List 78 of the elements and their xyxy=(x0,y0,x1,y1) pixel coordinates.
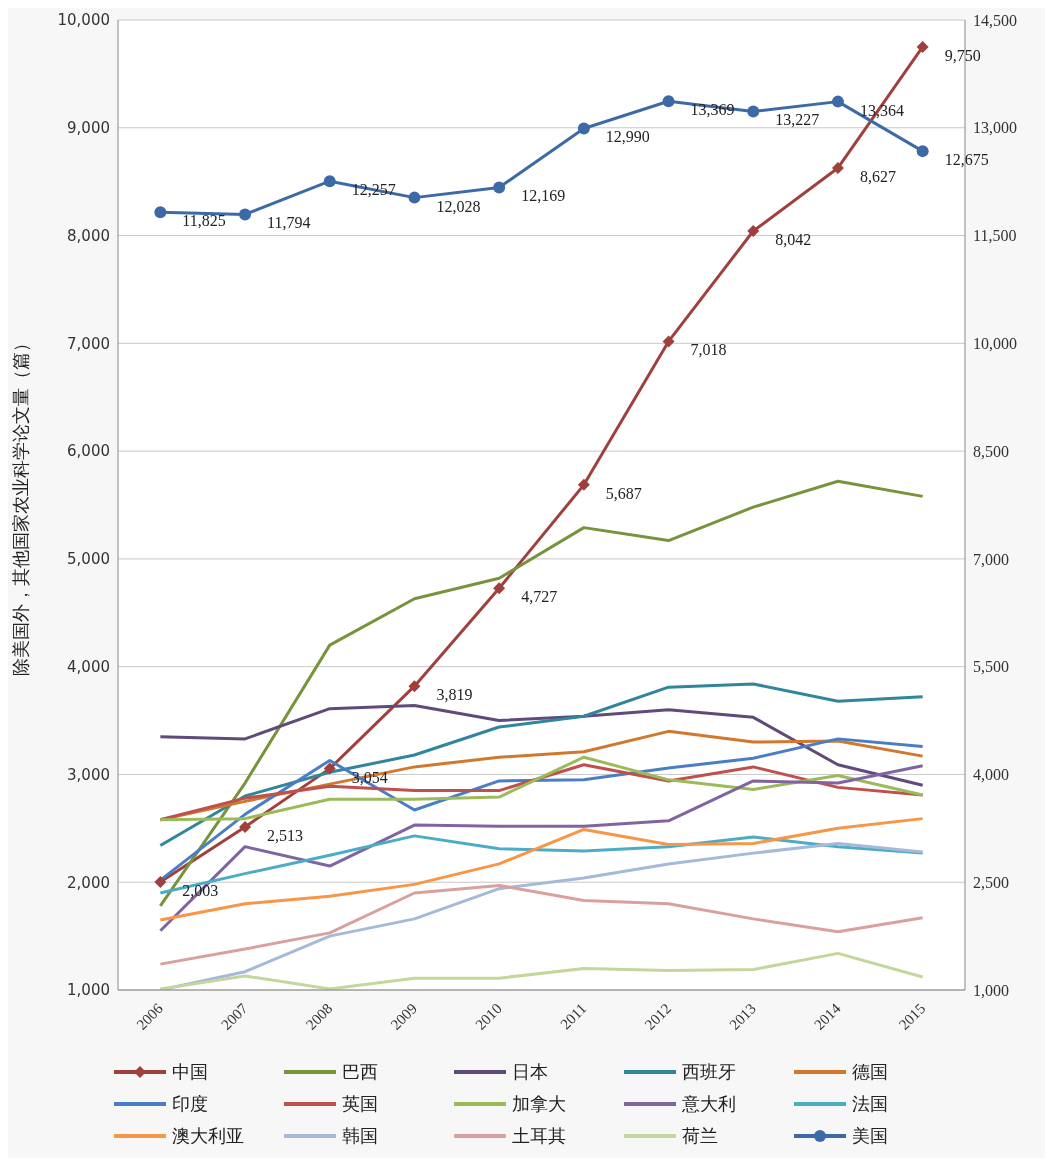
point xyxy=(662,95,675,108)
point xyxy=(747,105,760,118)
legend-label: 巴西 xyxy=(341,1060,378,1084)
data-label: 2,513 xyxy=(267,826,304,844)
legend-label: 印度 xyxy=(171,1092,208,1116)
legend-label: 英国 xyxy=(341,1092,378,1116)
point xyxy=(239,208,252,221)
point xyxy=(747,225,760,238)
data-label: 4,727 xyxy=(521,588,558,606)
line-series xyxy=(158,703,925,787)
point xyxy=(323,175,336,188)
legend-label: 荷兰 xyxy=(681,1124,718,1148)
point xyxy=(662,335,675,348)
data-label: 13,227 xyxy=(775,111,820,129)
y-tick-label: 2,000 xyxy=(67,873,110,892)
y2-tick-label: 14,500 xyxy=(973,11,1017,29)
y2-tick-label: 7,000 xyxy=(973,550,1009,568)
y-tick-label: 4,000 xyxy=(67,657,110,676)
line-series xyxy=(158,817,925,922)
point xyxy=(408,191,421,204)
legend-label: 美国 xyxy=(851,1124,888,1148)
legend-label: 韩国 xyxy=(341,1124,378,1148)
data-label: 7,018 xyxy=(690,341,727,359)
y-tick-label: 9,000 xyxy=(67,119,110,138)
y2-tick-label: 11,500 xyxy=(973,227,1017,245)
y-tick-label: 10,000 xyxy=(57,11,110,30)
data-label: 12,169 xyxy=(521,187,566,205)
y2-tick-label: 10,000 xyxy=(973,335,1017,353)
y-tick-label: 8,000 xyxy=(67,226,110,245)
legend-label: 意大利 xyxy=(681,1092,736,1116)
legend-label: 德国 xyxy=(851,1060,888,1084)
point xyxy=(831,95,844,108)
y2-tick-label: 13,000 xyxy=(973,119,1017,137)
point xyxy=(493,181,506,194)
point xyxy=(916,40,929,53)
y2-tick-label: 2,500 xyxy=(973,873,1009,891)
data-label: 12,028 xyxy=(436,197,481,215)
point xyxy=(916,145,929,158)
y2-tick-label: 5,500 xyxy=(973,658,1009,676)
y2-tick-label: 8,500 xyxy=(973,442,1009,460)
data-label: 5,687 xyxy=(605,484,642,502)
line-series xyxy=(158,479,925,908)
y2-tick-label: 4,000 xyxy=(973,766,1009,784)
data-label: 9,750 xyxy=(944,46,981,64)
data-label: 12,675 xyxy=(944,151,989,169)
y2-tick-label: 1,000 xyxy=(973,981,1009,999)
point xyxy=(408,680,421,693)
data-label: 11,825 xyxy=(182,212,226,230)
point xyxy=(323,762,336,775)
point xyxy=(493,582,506,595)
y-tick-label: 3,000 xyxy=(67,765,110,784)
point xyxy=(154,875,167,888)
y-tick-label: 7,000 xyxy=(67,334,110,353)
legend-label: 法国 xyxy=(851,1092,888,1116)
line-series xyxy=(158,883,925,966)
y-tick-label: 6,000 xyxy=(67,442,110,461)
point xyxy=(239,820,252,833)
legend-label: 澳大利亚 xyxy=(171,1124,244,1148)
point xyxy=(577,478,590,491)
legend-label: 中国 xyxy=(171,1060,208,1084)
legend-label: 日本 xyxy=(511,1060,548,1084)
line-series xyxy=(158,682,925,848)
line-series xyxy=(158,764,925,933)
legend-label: 西班牙 xyxy=(681,1060,736,1084)
data-label: 11,794 xyxy=(267,214,311,232)
data-label: 8,627 xyxy=(859,167,896,185)
y-tick-label: 5,000 xyxy=(67,550,110,569)
data-label: 8,042 xyxy=(775,231,812,249)
y-tick-label: 1,000 xyxy=(67,981,110,1000)
point xyxy=(831,161,844,174)
point xyxy=(577,122,590,135)
point xyxy=(154,206,167,219)
data-label: 12,990 xyxy=(605,128,650,146)
y-axis-title: 除美国外，其他国家农业科学论文量（篇） xyxy=(10,334,32,676)
line-series xyxy=(158,951,925,990)
legend-label: 土耳其 xyxy=(511,1124,566,1148)
data-label: 3,819 xyxy=(436,686,473,704)
legend-label: 加拿大 xyxy=(511,1092,566,1116)
